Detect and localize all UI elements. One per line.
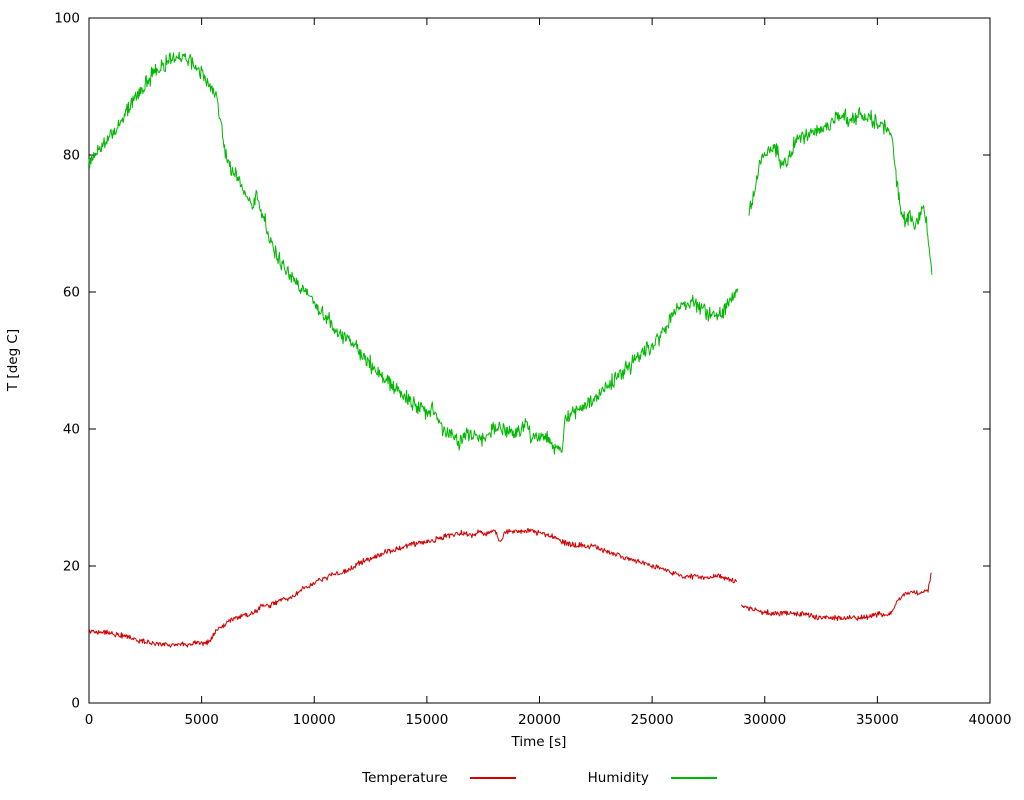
legend-sample-temperature-line <box>469 777 516 779</box>
x-tick-label: 35000 <box>856 712 899 728</box>
series-line-humidity <box>88 51 739 455</box>
x-tick-label: 15000 <box>405 712 448 728</box>
series-line-temperature <box>88 528 738 648</box>
legend-sample-humidity-line <box>670 777 717 779</box>
series-line-humidity <box>748 107 933 275</box>
legend-item-temperature: Temperature <box>362 770 516 786</box>
y-tick-label: 20 <box>63 559 80 575</box>
y-tick-label: 80 <box>63 148 80 164</box>
series-line-temperature <box>741 572 932 621</box>
x-tick-label: 10000 <box>293 712 336 728</box>
x-tick-label: 0 <box>85 712 94 728</box>
legend-item-humidity: Humidity <box>588 770 717 786</box>
x-tick-label: 5000 <box>184 712 218 728</box>
y-axis-title: T [deg C] <box>5 329 21 392</box>
y-tick-label: 100 <box>54 11 80 27</box>
y-tick-label: 60 <box>63 285 80 301</box>
x-tick-label: 20000 <box>518 712 561 728</box>
plot-area: 0 5000 10000 15000 20000 25000 30000 35000 40000… <box>54 11 1011 729</box>
x-tick-label: 25000 <box>631 712 674 728</box>
legend-label-temperature: Temperature <box>362 770 448 786</box>
legend-label-humidity: Humidity <box>587 770 649 786</box>
x-tick-label: 30000 <box>743 712 786 728</box>
y-tick-label: 0 <box>71 696 80 712</box>
y-tick-label: 40 <box>63 422 80 438</box>
x-axis-title: Time [s] <box>511 734 567 750</box>
legend: Temperature Humidity <box>89 770 990 786</box>
x-tick-label: 40000 <box>969 712 1012 728</box>
